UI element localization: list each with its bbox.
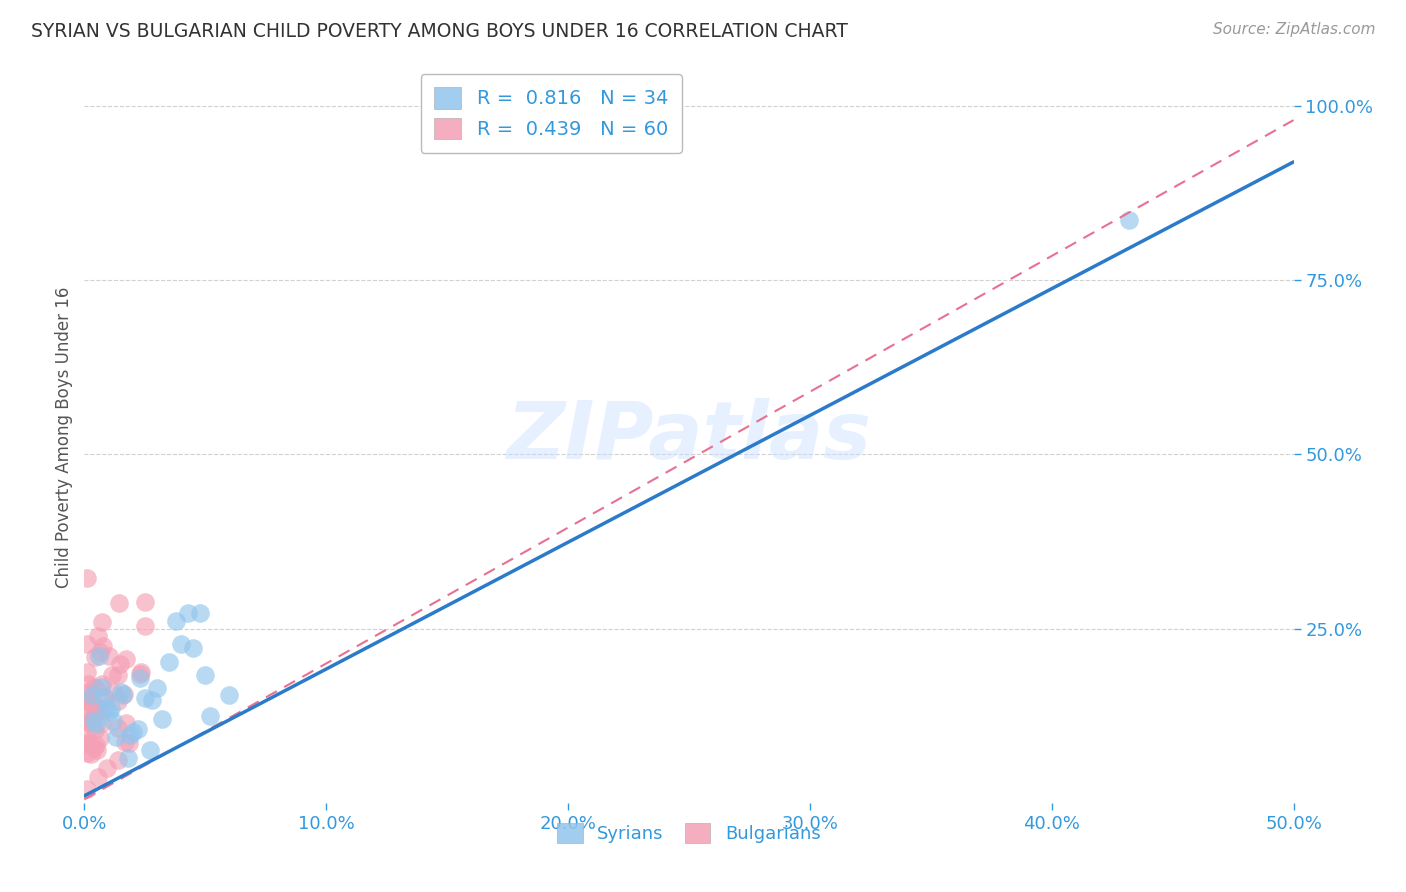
Point: [80, 696, 103, 710]
Point: [110, 685, 132, 699]
Point: [150, 712, 173, 726]
Point: [90, 677, 112, 691]
Point: [110, 657, 132, 671]
Point: [84, 723, 107, 737]
Point: [129, 665, 152, 680]
Point: [141, 693, 163, 707]
Point: [86, 681, 108, 695]
Point: [77, 735, 100, 749]
Point: [86, 743, 108, 757]
Point: [76, 637, 98, 651]
Point: [76, 714, 98, 729]
Point: [90, 715, 112, 730]
Legend: Syrians, Bulgarians: Syrians, Bulgarians: [548, 814, 830, 852]
Point: [90, 680, 112, 694]
Point: [76, 571, 98, 585]
Point: [94, 700, 117, 714]
Point: [82, 701, 104, 715]
Point: [84, 705, 107, 719]
Point: [76, 781, 98, 796]
Point: [76, 665, 98, 680]
Point: [115, 652, 138, 666]
Point: [91, 701, 114, 715]
Point: [117, 751, 139, 765]
Point: [112, 687, 135, 701]
Point: [146, 681, 169, 695]
Point: [129, 671, 152, 685]
Point: [170, 638, 193, 652]
Point: [80, 747, 103, 761]
Point: [79, 693, 101, 707]
Point: [114, 735, 136, 749]
Point: [77, 677, 100, 691]
Text: SYRIAN VS BULGARIAN CHILD POVERTY AMONG BOYS UNDER 16 CORRELATION CHART: SYRIAN VS BULGARIAN CHILD POVERTY AMONG …: [31, 22, 848, 41]
Point: [107, 693, 129, 707]
Point: [76, 746, 98, 760]
Point: [93, 690, 115, 705]
Point: [157, 656, 180, 670]
Point: [134, 595, 156, 609]
Point: [134, 619, 156, 633]
Point: [86, 738, 108, 752]
Point: [100, 701, 122, 715]
Point: [80, 688, 103, 702]
Point: [80, 701, 103, 715]
Point: [107, 668, 129, 682]
Point: [97, 649, 120, 664]
Point: [87, 770, 110, 784]
Point: [76, 733, 98, 747]
Point: [83, 649, 105, 664]
Point: [177, 606, 200, 620]
Y-axis label: Child Poverty Among Boys Under 16: Child Poverty Among Boys Under 16: [55, 286, 73, 588]
Point: [190, 607, 212, 621]
Point: [134, 691, 156, 706]
Point: [181, 640, 204, 655]
Point: [96, 761, 118, 775]
Point: [101, 685, 124, 699]
Point: [76, 685, 98, 699]
Point: [90, 615, 112, 629]
Point: [76, 737, 98, 751]
Point: [86, 716, 108, 731]
Point: [127, 722, 149, 736]
Point: [1118, 212, 1140, 227]
Point: [79, 694, 101, 708]
Point: [83, 681, 105, 695]
Point: [107, 721, 129, 735]
Point: [76, 693, 98, 707]
Point: [107, 753, 129, 767]
Text: Source: ZipAtlas.com: Source: ZipAtlas.com: [1212, 22, 1375, 37]
Point: [118, 736, 141, 750]
Point: [218, 689, 240, 703]
Point: [120, 728, 142, 742]
Point: [112, 688, 135, 702]
Point: [198, 709, 221, 723]
Point: [83, 741, 105, 756]
Point: [94, 690, 117, 705]
Point: [87, 648, 110, 663]
Point: [101, 668, 124, 682]
Text: ZIPatlas: ZIPatlas: [506, 398, 872, 476]
Point: [77, 716, 100, 731]
Point: [97, 705, 120, 719]
Point: [80, 713, 103, 727]
Point: [128, 667, 150, 681]
Point: [76, 694, 98, 708]
Point: [194, 668, 217, 682]
Point: [87, 702, 110, 716]
Point: [89, 645, 111, 659]
Point: [121, 725, 143, 739]
Point: [138, 742, 160, 756]
Point: [89, 731, 111, 745]
Point: [115, 715, 138, 730]
Point: [83, 713, 105, 727]
Point: [103, 714, 125, 729]
Point: [79, 716, 101, 731]
Point: [93, 639, 115, 653]
Point: [104, 730, 127, 744]
Point: [107, 596, 129, 610]
Point: [165, 615, 187, 629]
Point: [87, 629, 110, 643]
